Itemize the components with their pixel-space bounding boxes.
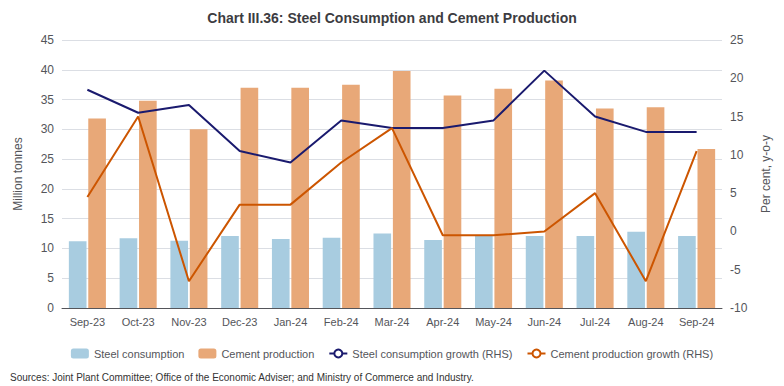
svg-text:35: 35 — [41, 93, 55, 107]
svg-text:Nov-23: Nov-23 — [171, 316, 206, 328]
svg-text:Dec-23: Dec-23 — [222, 316, 257, 328]
svg-text:20: 20 — [41, 182, 55, 196]
svg-text:Cement production: Cement production — [221, 348, 314, 360]
svg-text:Sep-24: Sep-24 — [679, 316, 714, 328]
svg-text:Sep-23: Sep-23 — [70, 316, 105, 328]
svg-text:Jul-24: Jul-24 — [580, 316, 610, 328]
svg-text:25: 25 — [730, 33, 744, 47]
svg-text:15: 15 — [730, 110, 744, 124]
svg-text:Jun-24: Jun-24 — [527, 316, 561, 328]
svg-text:Jan-24: Jan-24 — [274, 316, 308, 328]
svg-text:-10: -10 — [730, 301, 748, 315]
svg-text:Aug-24: Aug-24 — [628, 316, 663, 328]
svg-text:Feb-24: Feb-24 — [324, 316, 359, 328]
svg-text:Per cent, y-o-y: Per cent, y-o-y — [759, 135, 773, 213]
svg-text:30: 30 — [41, 122, 55, 136]
svg-text:5: 5 — [47, 271, 54, 285]
svg-text:10: 10 — [730, 148, 744, 162]
svg-text:15: 15 — [41, 212, 55, 226]
svg-text:5: 5 — [730, 186, 737, 200]
svg-text:Oct-23: Oct-23 — [122, 316, 155, 328]
svg-text:Million tonnes: Million tonnes — [11, 137, 25, 210]
svg-text:20: 20 — [730, 71, 744, 85]
svg-text:25: 25 — [41, 152, 55, 166]
svg-text:Apr-24: Apr-24 — [426, 316, 459, 328]
svg-text:10: 10 — [41, 241, 55, 255]
svg-text:Steel consumption growth (RHS): Steel consumption growth (RHS) — [352, 348, 512, 360]
svg-text:40: 40 — [41, 63, 55, 77]
svg-text:-5: -5 — [730, 263, 741, 277]
svg-text:May-24: May-24 — [475, 316, 512, 328]
svg-text:Sources: Joint Plant Committee: Sources: Joint Plant Committee; Office o… — [10, 372, 474, 383]
svg-text:45: 45 — [41, 33, 55, 47]
svg-text:Chart III.36: Steel Consumptio: Chart III.36: Steel Consumption and Ceme… — [207, 10, 576, 26]
svg-text:Cement production growth (RHS): Cement production growth (RHS) — [550, 348, 713, 360]
svg-text:Steel consumption: Steel consumption — [94, 348, 185, 360]
svg-text:0: 0 — [730, 224, 737, 238]
svg-text:0: 0 — [47, 301, 54, 315]
svg-text:Mar-24: Mar-24 — [375, 316, 410, 328]
